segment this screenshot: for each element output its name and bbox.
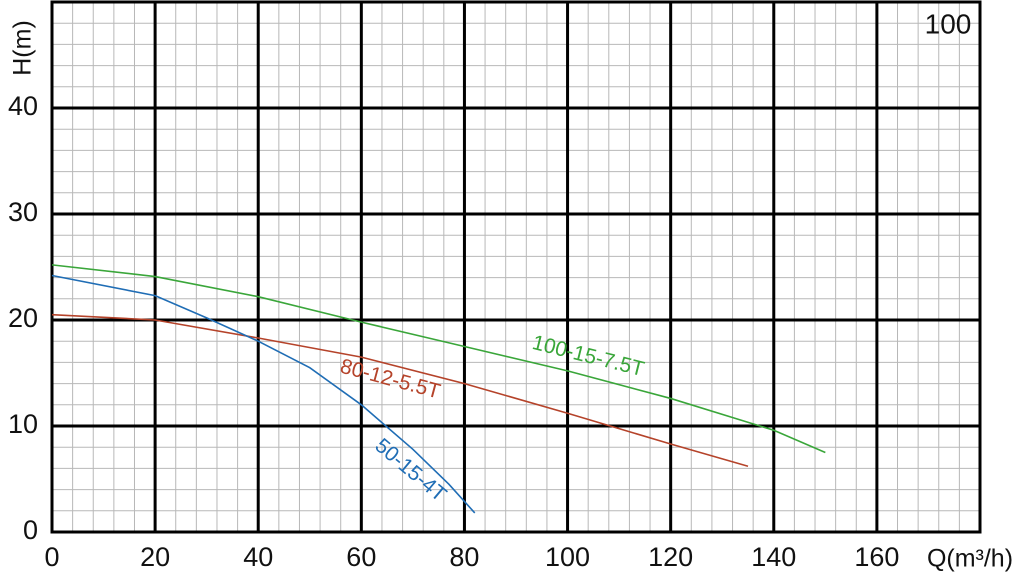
x-tick-label: 40 bbox=[243, 542, 273, 572]
x-tick-label: 20 bbox=[140, 542, 170, 572]
corner-label: 100 bbox=[925, 8, 972, 39]
y-tick-label: 10 bbox=[8, 409, 38, 439]
x-tick-label: 0 bbox=[44, 542, 59, 572]
y-tick-label: 20 bbox=[8, 303, 38, 333]
grid bbox=[51, 1, 981, 533]
x-tick-label: 120 bbox=[648, 542, 693, 572]
x-tick-label: 60 bbox=[346, 542, 376, 572]
plot-frame bbox=[50, 0, 982, 534]
pump-curve bbox=[51, 274, 476, 514]
y-tick-label: 40 bbox=[8, 91, 38, 121]
x-tick-label: 140 bbox=[751, 542, 796, 572]
y-axis-label: H(m) bbox=[9, 20, 37, 76]
pump-curve bbox=[51, 313, 749, 468]
major-grid: 0 20 40 60 80 100 120 140 160 0 10 20 30 40 bbox=[8, 0, 982, 572]
y-tick-label: 0 bbox=[23, 515, 38, 545]
y-tick-label: 30 bbox=[8, 197, 38, 227]
curve-label: 50-15-4T bbox=[371, 434, 451, 507]
x-tick-label: 160 bbox=[854, 542, 899, 572]
pump-curve bbox=[51, 264, 826, 454]
x-tick-label: 80 bbox=[449, 542, 479, 572]
x-axis-label: Q(m³/h) bbox=[927, 545, 1013, 573]
x-tick-label: 100 bbox=[545, 542, 590, 572]
